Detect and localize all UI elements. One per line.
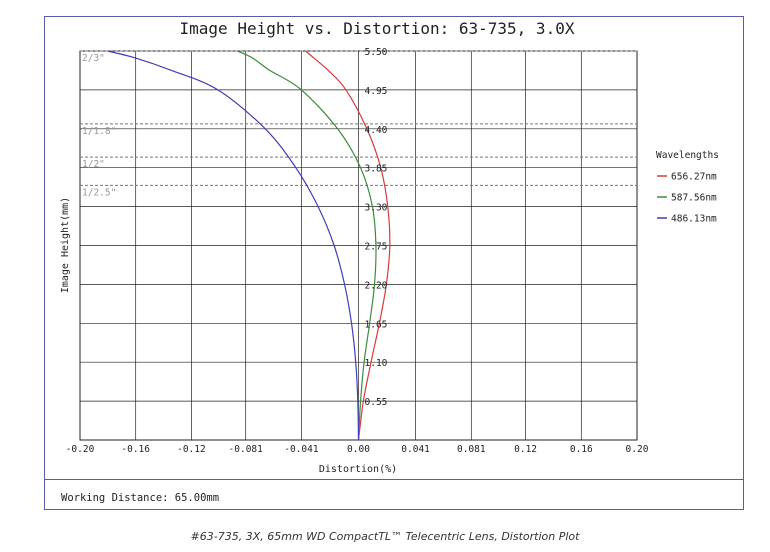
x-tick-label: 0.16 [570,444,593,455]
x-tick-label: 0.00 [347,444,370,455]
y-tick-label: 1.10 [365,358,388,369]
x-tick-label: 0.041 [401,444,430,455]
x-tick-label: -0.041 [284,444,319,455]
series-line-656.27nm [305,50,391,441]
sensor-label: 2/3" [82,53,105,64]
x-tick-label: -0.081 [229,444,264,455]
sensor-lines-layer: 2/3" 1/1.8" 1/2" 1/2.5" [80,50,637,198]
legend-item-label: 486.13nm [671,214,717,225]
series-line-587.56nm [237,50,377,441]
footer-divider [44,479,744,480]
x-tick-label: -0.16 [121,444,150,455]
grid-layer [80,51,637,440]
series-line-486.13nm [107,50,360,441]
legend: Wavelengths 656.27nm 587.56nm 486.13nm [656,150,719,225]
x-tick-label: -0.20 [66,444,95,455]
series-layer [107,50,391,441]
x-tick-label: 0.081 [457,444,486,455]
x-tick-label: -0.12 [177,444,206,455]
x-tick-label: 0.20 [626,444,649,455]
y-tick-label: 0.55 [365,397,388,408]
sensor-label: 1/2.5" [82,187,116,198]
sensor-label: 1/1.8" [82,126,116,137]
y-tick-label: 4.40 [365,125,388,136]
y-tick-label: 3.85 [365,164,388,175]
legend-item-label: 656.27nm [671,172,717,183]
y-tick-labels: 0.55 1.10 1.65 2.20 2.75 3.30 3.85 4.40 4.95 5.50 [365,47,388,408]
y-axis-label: Image Height(mm) [60,197,71,293]
y-tick-label: 5.50 [365,47,388,58]
sensor-label: 1/2" [82,159,105,170]
working-distance-label: Working Distance: 65.00mm [61,492,220,504]
figure-caption: #63-735, 3X, 65mm WD CompactTL™ Telecent… [190,530,580,543]
legend-item-label: 587.56nm [671,193,717,204]
x-tick-labels: -0.20 -0.16 -0.12 -0.081 -0.041 0.00 0.041 0.08… [66,444,649,455]
x-tick-label: 0.12 [514,444,537,455]
y-tick-label: 1.65 [365,319,388,330]
x-axis-label: Distortion(%) [319,464,397,475]
chart-title: Image Height vs. Distortion: 63-735, 3.0… [180,19,575,38]
y-tick-label: 4.95 [365,86,388,97]
y-tick-label: 2.20 [365,280,388,291]
y-tick-label: 2.75 [365,242,388,253]
legend-title: Wavelengths [656,150,719,161]
y-tick-label: 3.30 [365,203,388,214]
